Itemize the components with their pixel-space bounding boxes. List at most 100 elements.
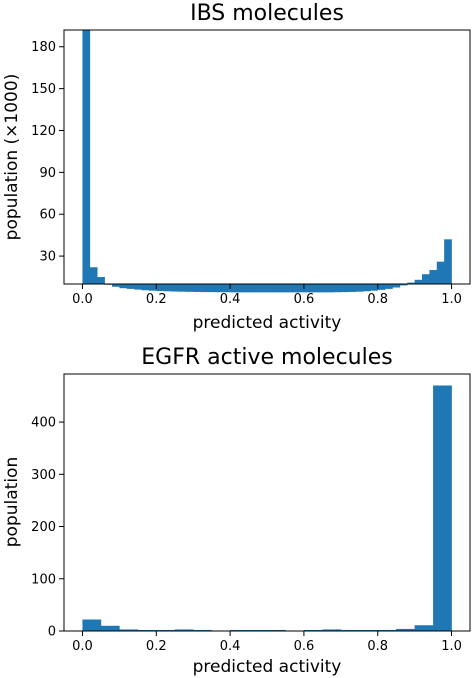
ibs-bar [185, 284, 194, 292]
ibs-bar [355, 284, 364, 292]
ibs-bar [193, 284, 201, 292]
ibs-bar [252, 284, 260, 293]
ibs-bar [340, 284, 349, 293]
egfr-bar [433, 385, 452, 631]
egfr-bar [100, 625, 120, 631]
ibs-bar [82, 30, 91, 284]
ibs-bar [333, 284, 342, 293]
egfr-bar [248, 629, 268, 631]
egfr-bar [322, 629, 342, 631]
ibs-bar [414, 279, 423, 284]
egfr-bar [137, 629, 157, 631]
ibs-bar [141, 284, 150, 291]
egfr-bar [174, 629, 194, 631]
egfr-x-axis-label: predicted activity [193, 657, 342, 677]
ibs-bar [111, 284, 120, 287]
ibs-bar [422, 274, 430, 284]
egfr-bar [396, 628, 415, 631]
ibs-bar [97, 277, 105, 284]
ibs-x-tick-label: 0.4 [220, 292, 241, 307]
ibs-bars [82, 30, 452, 293]
egfr-chart-title: EGFR active molecules [141, 345, 392, 370]
egfr-bar [267, 629, 286, 631]
ibs-x-tick-label: 0.0 [72, 292, 93, 307]
ibs-y-tick-label: 60 [39, 208, 56, 223]
ibs-bar [429, 270, 438, 284]
ibs-bar [207, 284, 216, 293]
ibs-bar [370, 284, 379, 291]
ibs-x-axis-ticks: 0.0 0.2 0.4 0.6 0.8 1.0 [72, 284, 462, 307]
ibs-bar [311, 284, 319, 293]
ibs-bar [274, 284, 283, 293]
ibs-bar [399, 284, 408, 286]
ibs-y-tick-label: 120 [31, 124, 56, 139]
egfr-y-axis-label: population [2, 457, 22, 547]
egfr-bar [377, 629, 397, 631]
egfr-y-axis-ticks: 0 100 200 300 400 [31, 416, 64, 640]
egfr-y-tick-label: 400 [31, 416, 56, 431]
egfr-bar [359, 629, 379, 631]
ibs-bar [163, 284, 172, 292]
ibs-bar [156, 284, 164, 291]
ibs-bar [222, 284, 231, 293]
ibs-bar [267, 284, 275, 293]
egfr-y-tick-label: 300 [31, 468, 56, 483]
egfr-x-axis-ticks: 0.0 0.2 0.4 0.6 0.8 1.0 [72, 631, 462, 654]
ibs-bar [385, 284, 393, 289]
ibs-x-axis-label: predicted activity [193, 313, 342, 333]
ibs-bar [171, 284, 179, 292]
egfr-bar [414, 625, 434, 631]
ibs-x-tick-label: 0.2 [146, 292, 167, 307]
ibs-bar [89, 267, 98, 284]
ibs-bar [289, 284, 297, 293]
egfr-y-tick-label: 200 [31, 520, 56, 535]
egfr-x-tick-label: 1.0 [441, 639, 462, 654]
ibs-x-tick-label: 1.0 [441, 292, 462, 307]
ibs-y-axis-label: population (×1000) [2, 74, 22, 241]
ibs-bar [237, 284, 246, 293]
ibs-bar [436, 261, 445, 284]
ibs-bar [200, 284, 209, 293]
ibs-y-tick-label: 30 [39, 250, 56, 265]
egfr-bar [340, 629, 360, 631]
ibs-bar [244, 284, 253, 293]
ibs-bar [259, 284, 268, 293]
ibs-bar [119, 284, 128, 289]
egfr-bar [82, 619, 102, 631]
ibs-bar [148, 284, 157, 291]
ibs-bar [377, 284, 386, 290]
ibs-bar [178, 284, 187, 292]
ibs-y-tick-label: 90 [39, 166, 56, 181]
egfr-x-tick-label: 0.4 [220, 639, 241, 654]
ibs-chart-title: IBS molecules [190, 1, 344, 26]
ibs-bar [407, 282, 415, 284]
egfr-histogram-panel: EGFR active molecules 0 100 200 300 400 0.0 0… [2, 345, 471, 677]
ibs-x-tick-label: 0.8 [367, 292, 388, 307]
ibs-bar [444, 239, 452, 284]
ibs-y-tick-label: 180 [31, 40, 56, 55]
ibs-bar [134, 284, 142, 290]
egfr-y-tick-label: 100 [31, 572, 56, 587]
ibs-x-tick-label: 0.6 [294, 292, 315, 307]
egfr-x-tick-label: 0.0 [72, 639, 93, 654]
egfr-bar [119, 629, 139, 631]
egfr-x-tick-label: 0.6 [294, 639, 315, 654]
ibs-bar [348, 284, 356, 292]
ibs-plot-frame [63, 29, 471, 285]
egfr-x-tick-label: 0.2 [146, 639, 167, 654]
ibs-bar [230, 284, 238, 293]
ibs-bar [296, 284, 305, 293]
ibs-bar [303, 284, 312, 293]
egfr-bars [82, 385, 452, 632]
egfr-bar [230, 629, 249, 631]
ibs-bar [215, 284, 224, 293]
ibs-bar [281, 284, 290, 293]
egfr-bar [193, 629, 212, 631]
ibs-bar [362, 284, 371, 292]
ibs-bar [326, 284, 334, 293]
egfr-bar [156, 629, 176, 631]
ibs-bar [126, 284, 135, 289]
egfr-y-tick-label: 0 [48, 625, 56, 640]
